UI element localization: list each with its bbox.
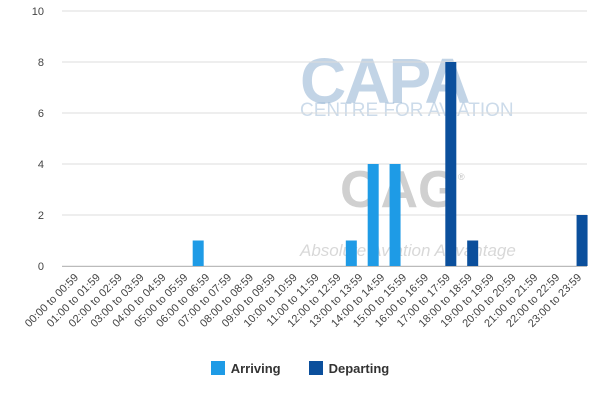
y-axis: 0 2 4 6 8 10 (32, 6, 44, 273)
y-tick-label: 6 (38, 108, 44, 120)
legend-item-arriving[interactable]: Arriving (210, 360, 281, 376)
bar-arriving (389, 164, 401, 266)
legend-swatch-departing (308, 361, 323, 375)
chart-bars (192, 62, 588, 266)
chart-legend: Arriving Departing (0, 358, 600, 378)
legend-item-departing[interactable]: Departing (308, 360, 390, 376)
chart-gridlines (62, 10, 587, 267)
bar-arriving (367, 164, 379, 266)
legend-swatch-arriving (210, 361, 225, 375)
y-tick-label: 10 (32, 6, 44, 18)
legend-label-arriving: Arriving (230, 360, 281, 376)
bar-arriving (345, 240, 357, 266)
bar-departing (576, 215, 588, 266)
y-tick-label: 8 (38, 57, 44, 69)
y-tick-label: 2 (38, 210, 44, 222)
y-tick-label: 0 (38, 261, 44, 273)
bar-departing (467, 240, 479, 266)
legend-label-departing: Departing (328, 360, 390, 376)
y-tick-label: 4 (38, 159, 44, 171)
bar-arriving (192, 240, 204, 266)
bar-departing (445, 62, 457, 266)
